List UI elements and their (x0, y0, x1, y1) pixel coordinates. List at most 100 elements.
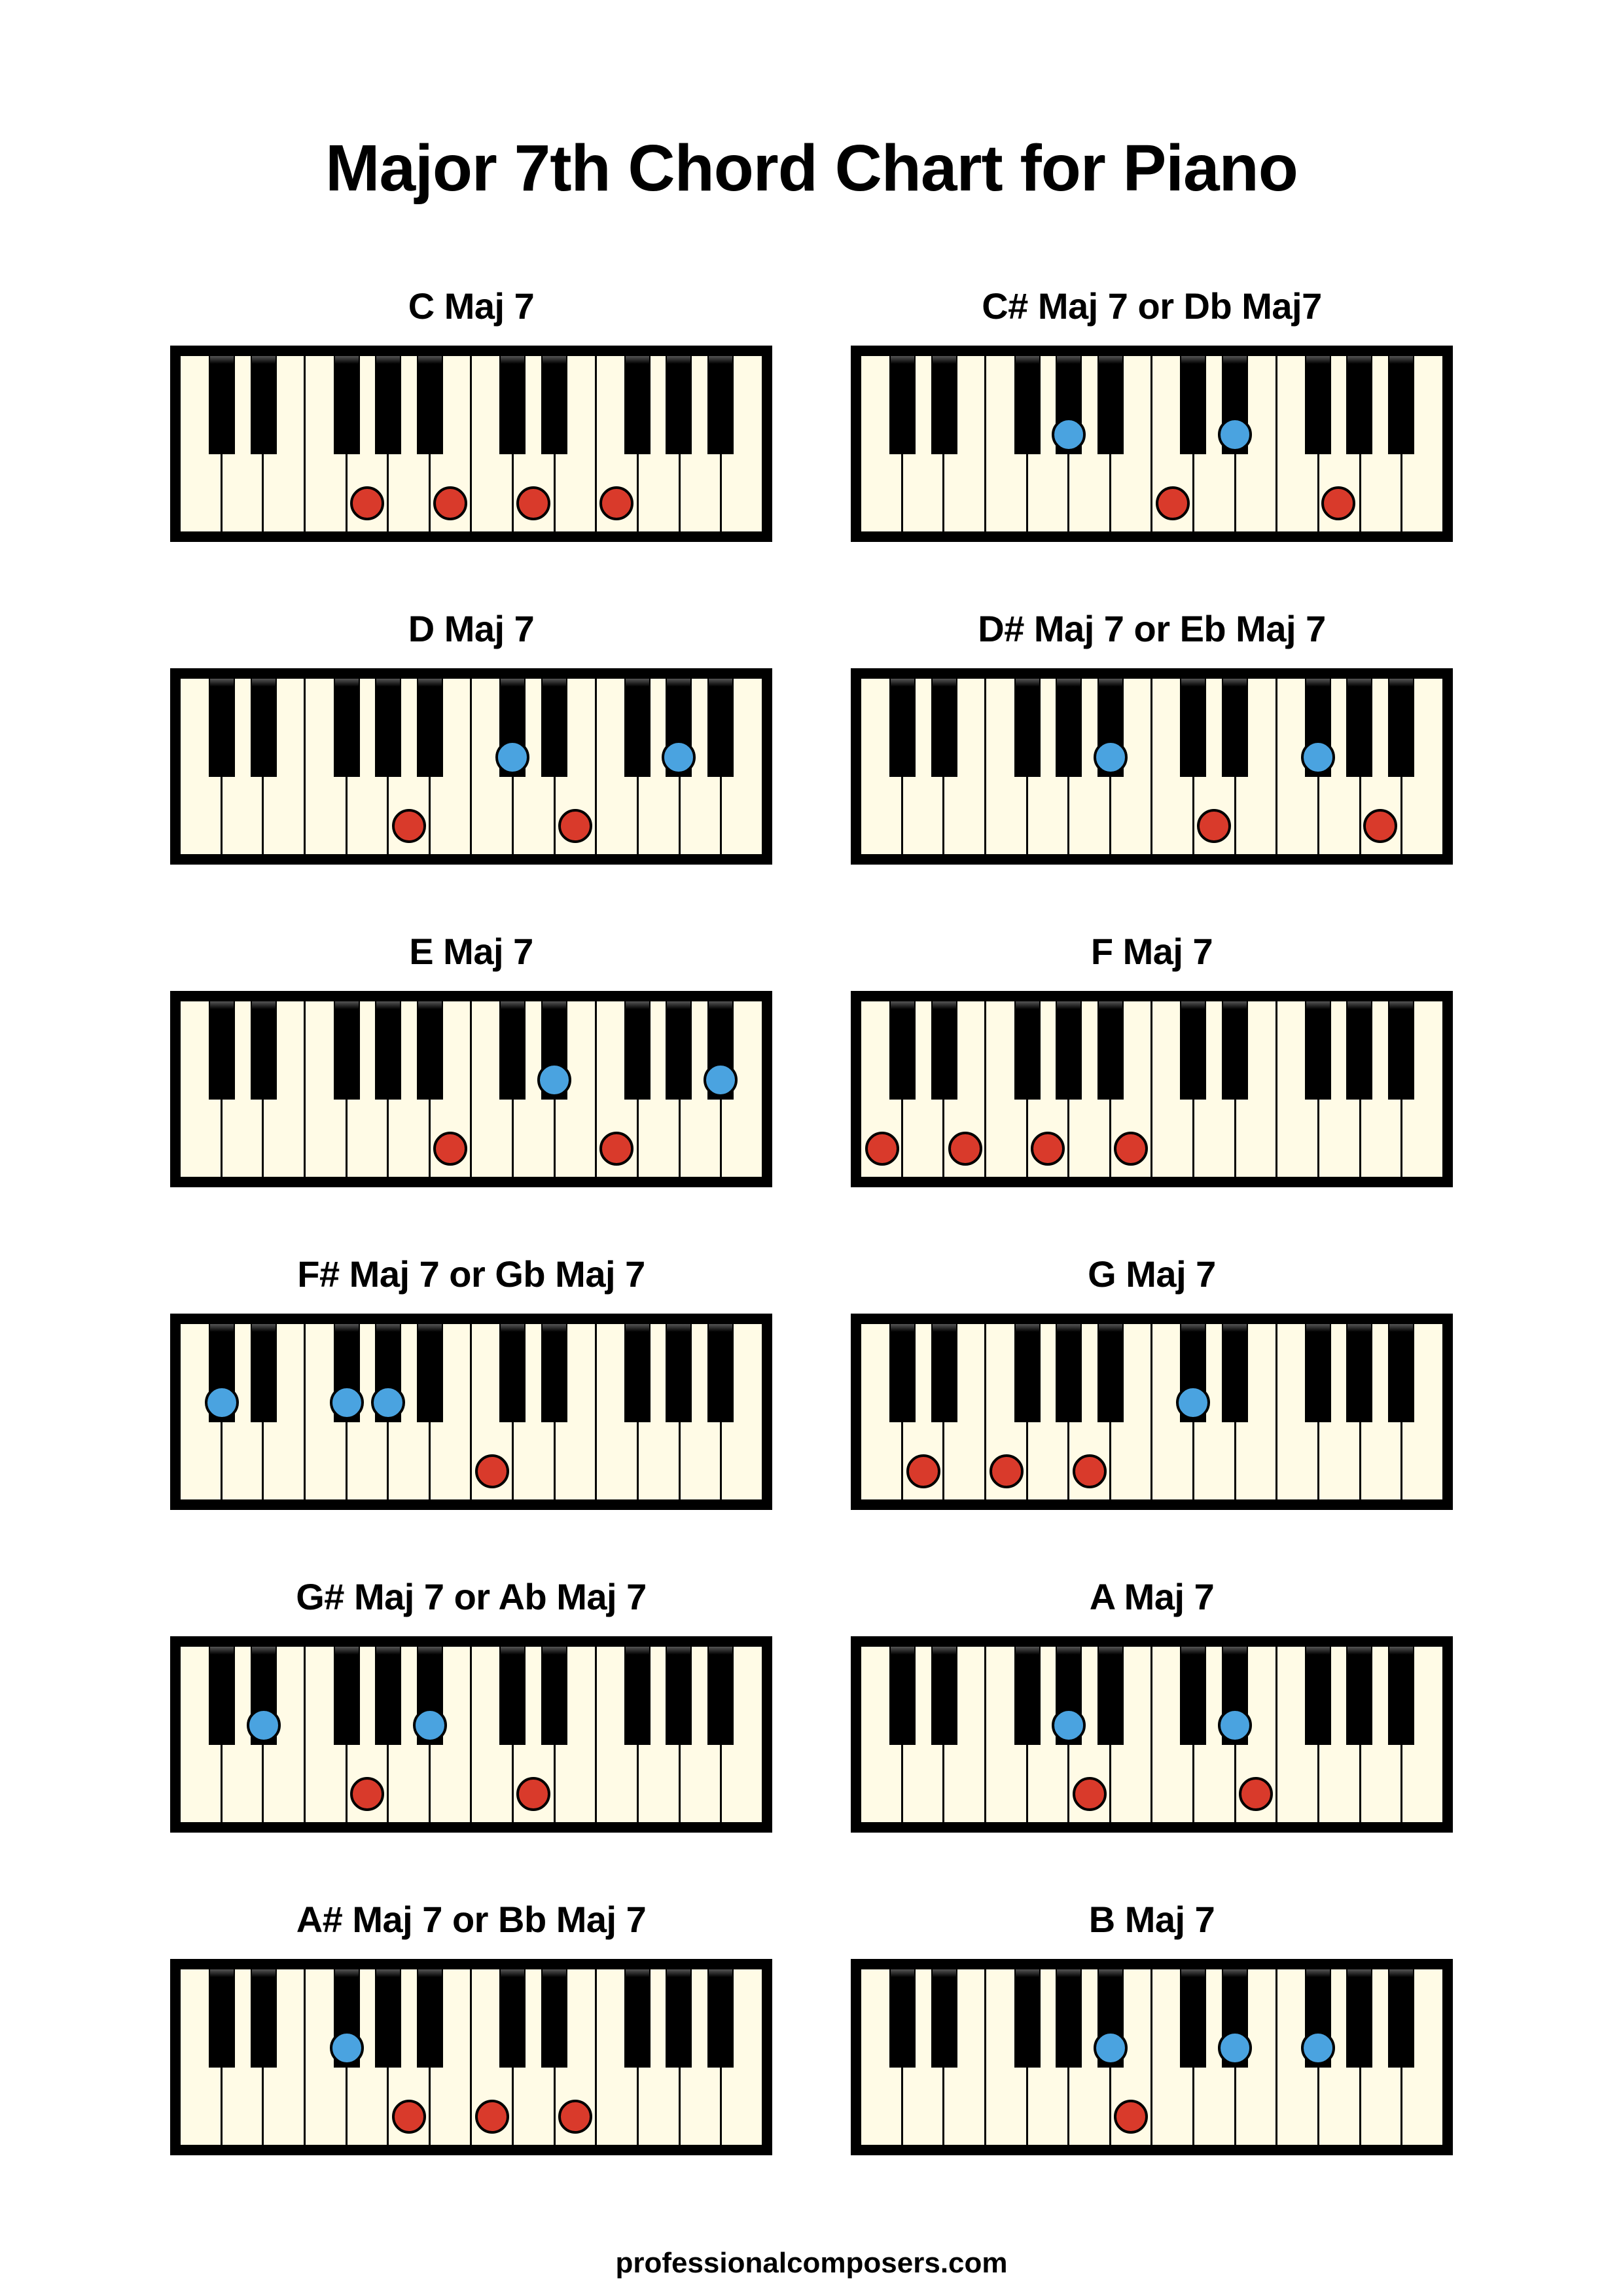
black-key (1056, 679, 1082, 777)
black-key (1222, 679, 1248, 777)
black-key (889, 356, 916, 454)
chord-cell: G# Maj 7 or Ab Maj 7 (170, 1575, 772, 1833)
chord-label: C Maj 7 (408, 285, 535, 327)
black-key (1056, 1001, 1082, 1100)
black-key (666, 1324, 692, 1422)
note-dot-white (350, 486, 384, 520)
black-key (1180, 1001, 1206, 1100)
note-dot-black (1218, 2031, 1252, 2065)
black-key (1305, 1324, 1331, 1422)
black-key (1388, 356, 1414, 454)
chord-label: A Maj 7 (1090, 1575, 1214, 1618)
black-key (499, 1647, 526, 1745)
note-dot-white (392, 809, 426, 843)
black-key (931, 1001, 957, 1100)
chord-cell: F Maj 7 (851, 930, 1453, 1187)
black-key (1388, 1647, 1414, 1745)
black-key (541, 1647, 567, 1745)
chord-cell: E Maj 7 (170, 930, 772, 1187)
black-key (1014, 1647, 1041, 1745)
black-key (251, 1001, 277, 1100)
note-dot-black (537, 1063, 571, 1097)
chord-label: F Maj 7 (1091, 930, 1213, 973)
note-dot-black (1301, 740, 1335, 774)
note-dot-white (1073, 1777, 1107, 1811)
note-dot-white (906, 1454, 940, 1488)
note-dot-black (1094, 2031, 1128, 2065)
black-key (334, 1647, 360, 1745)
black-key (1180, 1969, 1206, 2068)
black-key (541, 1969, 567, 2068)
black-key (417, 1324, 443, 1422)
black-key (541, 1324, 567, 1422)
black-key (707, 1647, 734, 1745)
note-dot-white (1156, 486, 1190, 520)
note-dot-black (1218, 418, 1252, 452)
black-key (209, 356, 235, 454)
black-key (209, 1969, 235, 2068)
black-key (889, 1001, 916, 1100)
black-key (1097, 1647, 1124, 1745)
black-key (889, 1324, 916, 1422)
black-key (1346, 356, 1372, 454)
black-key (1014, 1324, 1041, 1422)
note-dot-white (475, 1454, 509, 1488)
black-key (251, 679, 277, 777)
black-key (1014, 1969, 1041, 2068)
black-key (624, 1001, 651, 1100)
black-key (209, 1647, 235, 1745)
footer-text: professionalcomposers.com (615, 2247, 1007, 2280)
black-key (375, 356, 401, 454)
note-dot-white (516, 1777, 550, 1811)
black-key (931, 356, 957, 454)
black-key (1346, 1647, 1372, 1745)
black-key (417, 356, 443, 454)
black-key (375, 1647, 401, 1745)
chord-label: B Maj 7 (1089, 1898, 1215, 1941)
chord-label: G Maj 7 (1088, 1253, 1216, 1295)
black-key (931, 1647, 957, 1745)
page-title: Major 7th Chord Chart for Piano (325, 131, 1298, 206)
chord-label: D# Maj 7 or Eb Maj 7 (978, 607, 1326, 650)
black-key (1346, 1001, 1372, 1100)
note-dot-black (662, 740, 696, 774)
black-key (707, 1324, 734, 1422)
black-key (417, 679, 443, 777)
keyboard (170, 668, 772, 865)
note-dot-black (330, 2031, 364, 2065)
black-key (1346, 1969, 1372, 2068)
note-dot-white (1114, 1132, 1148, 1166)
note-dot-white (990, 1454, 1024, 1488)
black-key (1305, 356, 1331, 454)
keyboard (851, 991, 1453, 1187)
note-dot-white (1114, 2100, 1148, 2134)
black-key (666, 1969, 692, 2068)
note-dot-white (599, 486, 633, 520)
note-dot-black (247, 1708, 281, 1742)
black-key (417, 1969, 443, 2068)
note-dot-white (392, 2100, 426, 2134)
black-key (1180, 679, 1206, 777)
chord-label: E Maj 7 (409, 930, 533, 973)
black-key (624, 356, 651, 454)
keyboard (170, 1959, 772, 2155)
black-key (499, 1969, 526, 2068)
black-key (499, 1001, 526, 1100)
chord-label: G# Maj 7 or Ab Maj 7 (296, 1575, 647, 1618)
black-key (624, 1969, 651, 2068)
black-key (375, 679, 401, 777)
black-key (1346, 1324, 1372, 1422)
black-key (1056, 1969, 1082, 2068)
black-key (334, 1001, 360, 1100)
note-dot-black (1301, 2031, 1335, 2065)
black-key (931, 1324, 957, 1422)
black-key (209, 1001, 235, 1100)
chord-cell: C Maj 7 (170, 285, 772, 542)
black-key (1097, 1324, 1124, 1422)
note-dot-black (1094, 740, 1128, 774)
chord-label: D Maj 7 (408, 607, 535, 650)
chord-cell: D# Maj 7 or Eb Maj 7 (851, 607, 1453, 865)
note-dot-white (350, 1777, 384, 1811)
chord-cell: G Maj 7 (851, 1253, 1453, 1510)
black-key (666, 356, 692, 454)
